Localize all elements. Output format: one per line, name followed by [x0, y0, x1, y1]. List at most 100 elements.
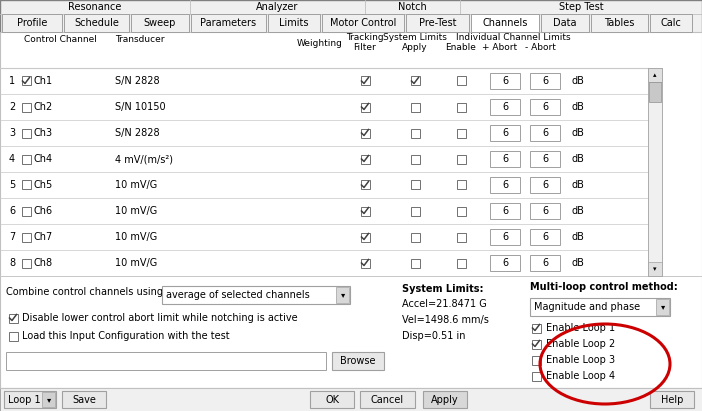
Text: 6: 6: [502, 128, 508, 138]
Text: 1: 1: [9, 76, 15, 86]
Text: average of selected channels: average of selected channels: [166, 290, 310, 300]
Bar: [0, 32, 702, 388]
Text: + Abort: + Abort: [482, 42, 517, 51]
Text: Enable Loop 4: Enable Loop 4: [546, 371, 615, 381]
Bar: [411, 180, 420, 189]
Bar: [530, 73, 560, 89]
Bar: [490, 255, 520, 271]
Bar: [268, 14, 320, 32]
Text: dB: dB: [572, 180, 585, 190]
Text: Resonance: Resonance: [68, 2, 121, 12]
Bar: [360, 391, 415, 408]
Text: Help: Help: [661, 395, 683, 404]
Text: dB: dB: [572, 102, 585, 112]
Text: OK: OK: [325, 395, 339, 404]
Text: Control Channel: Control Channel: [24, 35, 97, 44]
Bar: [411, 233, 420, 242]
Bar: [411, 102, 420, 111]
Bar: [456, 180, 465, 189]
Text: Ch6: Ch6: [34, 206, 53, 216]
Bar: [22, 102, 30, 111]
Text: Magnitude and phase: Magnitude and phase: [534, 302, 640, 312]
Bar: [656, 299, 669, 315]
Bar: [310, 391, 354, 408]
Bar: [530, 229, 560, 245]
Text: Motor Control: Motor Control: [330, 18, 396, 28]
Bar: [490, 177, 520, 193]
Text: 6: 6: [9, 206, 15, 216]
Bar: [22, 129, 30, 138]
Text: dB: dB: [572, 76, 585, 86]
Text: 6: 6: [502, 154, 508, 164]
Text: ▾: ▾: [47, 395, 51, 404]
Text: Limits: Limits: [279, 18, 309, 28]
Text: ▾: ▾: [661, 302, 665, 312]
Bar: [490, 99, 520, 115]
Bar: [456, 233, 465, 242]
Text: S/N 2828: S/N 2828: [115, 128, 159, 138]
Bar: [162, 286, 350, 304]
Text: Schedule: Schedule: [74, 18, 119, 28]
Bar: [530, 99, 560, 115]
Text: System Limits: System Limits: [383, 34, 447, 42]
Text: S/N 2828: S/N 2828: [115, 76, 159, 86]
Text: 6: 6: [542, 180, 548, 190]
Text: Ch4: Ch4: [34, 154, 53, 164]
Text: Sweep: Sweep: [144, 18, 176, 28]
Bar: [361, 76, 369, 85]
Bar: [456, 155, 465, 164]
Bar: [336, 287, 349, 303]
Text: 10 mV/G: 10 mV/G: [115, 232, 157, 242]
Bar: [456, 102, 465, 111]
Bar: [8, 332, 18, 340]
Bar: [22, 76, 30, 85]
Text: 6: 6: [542, 206, 548, 216]
Bar: [22, 155, 30, 164]
Text: Disp=0.51 in: Disp=0.51 in: [402, 331, 465, 341]
Bar: [456, 129, 465, 138]
Text: 10 mV/G: 10 mV/G: [115, 258, 157, 268]
Bar: [650, 391, 694, 408]
Bar: [0, 388, 702, 411]
Bar: [6, 352, 326, 370]
Text: ▴: ▴: [654, 72, 657, 78]
Text: Apply: Apply: [431, 395, 459, 404]
Text: 6: 6: [502, 258, 508, 268]
Text: dB: dB: [572, 232, 585, 242]
Text: dB: dB: [572, 258, 585, 268]
Text: Weighting: Weighting: [297, 39, 343, 48]
Text: 6: 6: [542, 154, 548, 164]
Bar: [361, 233, 369, 242]
Text: dB: dB: [572, 128, 585, 138]
Bar: [411, 76, 420, 85]
Bar: [648, 68, 662, 276]
Bar: [411, 155, 420, 164]
Bar: [530, 298, 670, 316]
Bar: [530, 255, 560, 271]
Bar: [191, 14, 266, 32]
Bar: [361, 206, 369, 215]
Text: 7: 7: [9, 232, 15, 242]
Text: Ch8: Ch8: [34, 258, 53, 268]
Bar: [490, 125, 520, 141]
Text: Calc: Calc: [661, 18, 682, 28]
Text: Multi-loop control method:: Multi-loop control method:: [530, 282, 677, 292]
Bar: [361, 129, 369, 138]
Text: Enable Loop 3: Enable Loop 3: [546, 355, 615, 365]
Text: Ch5: Ch5: [34, 180, 53, 190]
Text: 6: 6: [542, 128, 548, 138]
Text: Accel=21.8471 G: Accel=21.8471 G: [402, 299, 486, 309]
Text: 6: 6: [502, 206, 508, 216]
Bar: [531, 339, 541, 349]
Text: 5: 5: [9, 180, 15, 190]
Bar: [64, 14, 129, 32]
Bar: [456, 206, 465, 215]
Text: Analyzer: Analyzer: [256, 2, 298, 12]
Text: S/N 10150: S/N 10150: [115, 102, 166, 112]
Bar: [332, 352, 384, 370]
Bar: [322, 14, 404, 32]
Text: - Abort: - Abort: [524, 42, 555, 51]
Text: 6: 6: [542, 258, 548, 268]
Text: 6: 6: [542, 76, 548, 86]
Bar: [650, 14, 692, 32]
